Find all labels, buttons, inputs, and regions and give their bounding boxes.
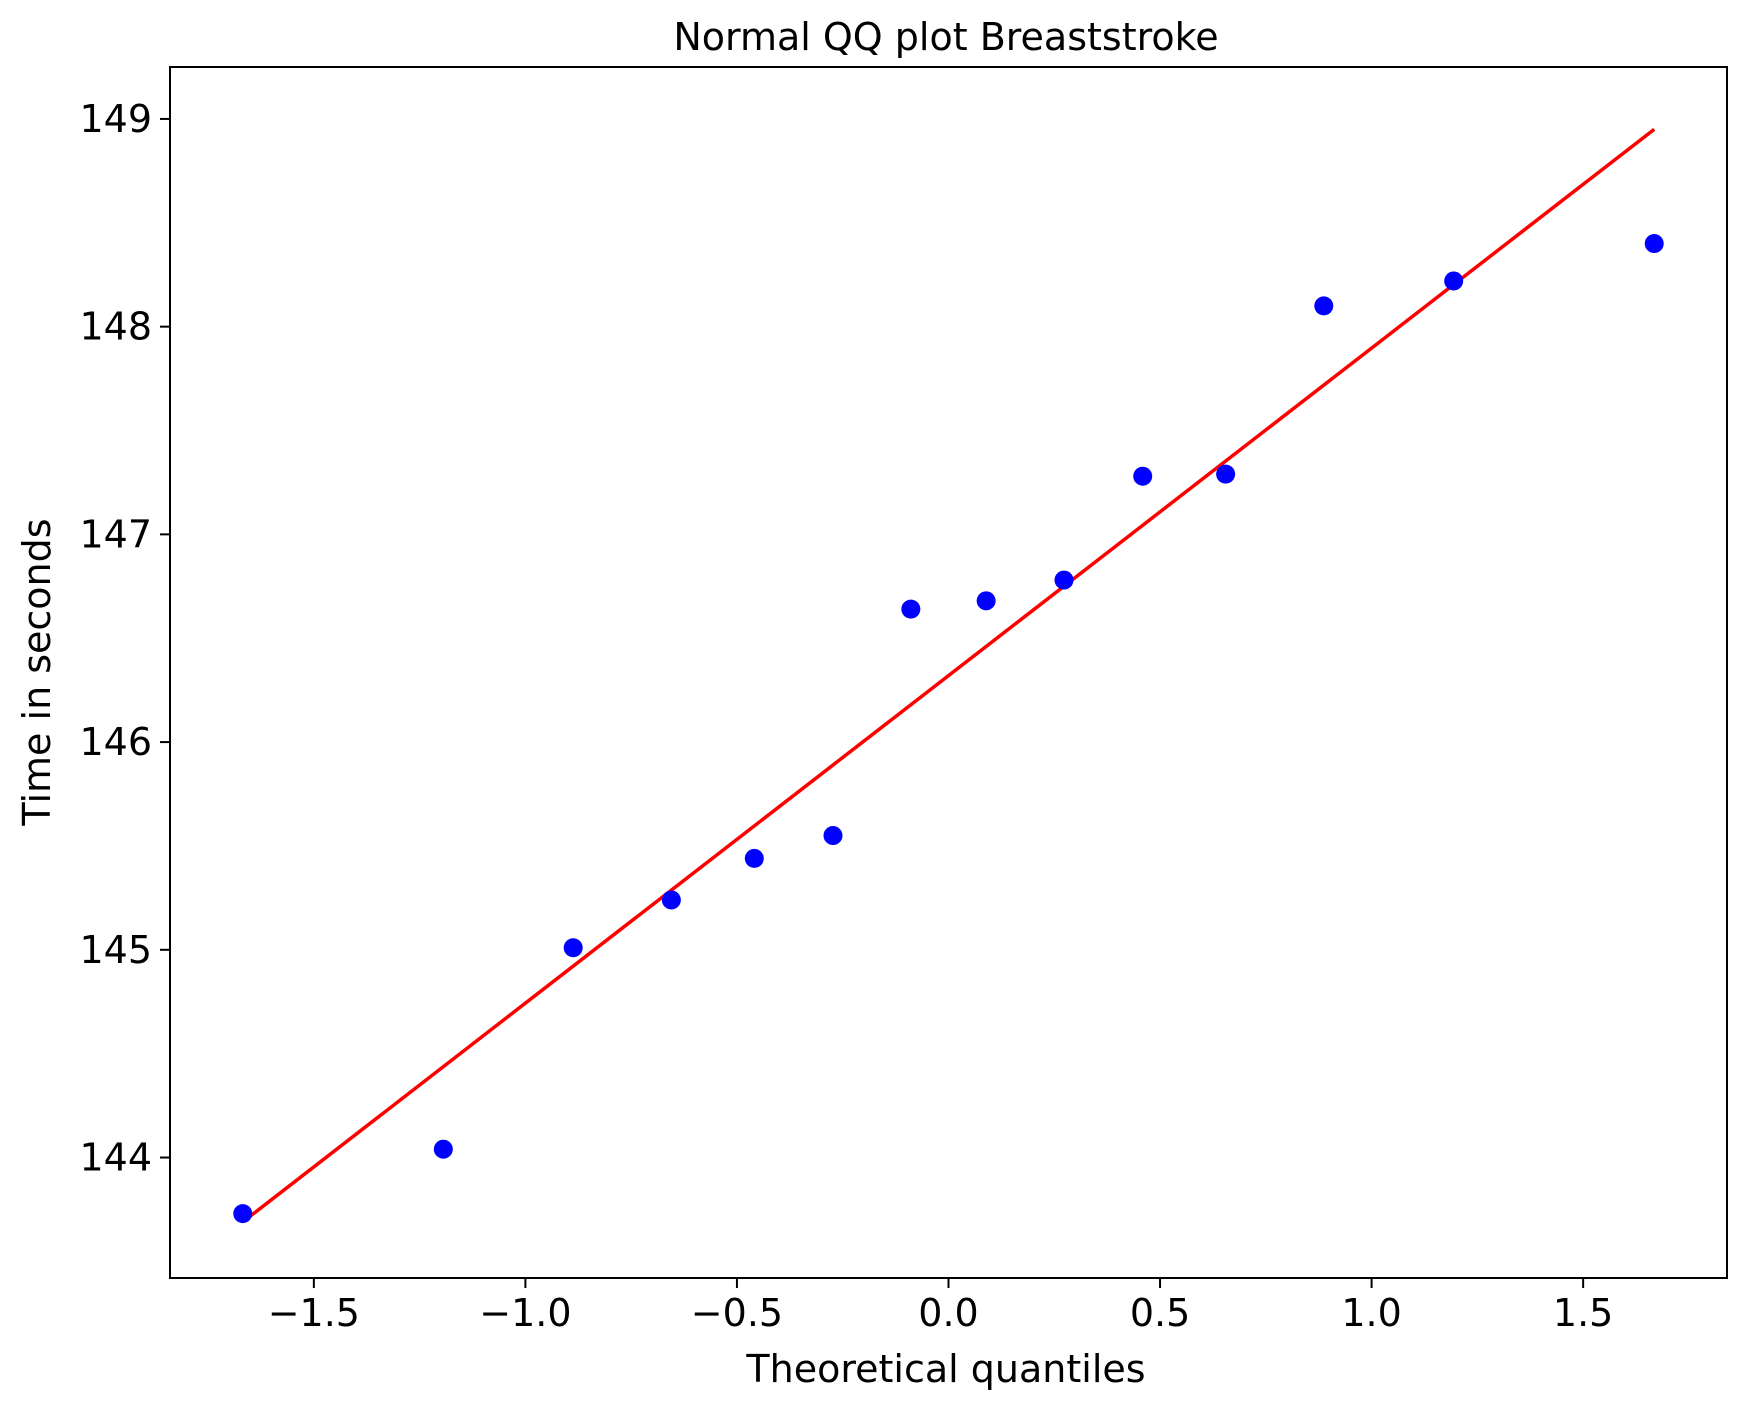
y-tick-label: 146 [79, 720, 152, 764]
x-tick-label: 1.5 [1553, 1291, 1613, 1335]
data-point [1444, 271, 1464, 291]
x-tick-label: 0.5 [1130, 1291, 1190, 1335]
data-point [1644, 234, 1664, 254]
x-tick-label: 0.0 [918, 1291, 978, 1335]
x-tick-label: −1.5 [268, 1291, 360, 1335]
y-axis-label: Time in seconds [15, 518, 59, 826]
reference-line [241, 127, 1656, 1224]
data-point [901, 599, 921, 619]
data-point [823, 826, 843, 846]
data-point [1216, 464, 1236, 484]
chart-title: Normal QQ plot Breaststroke [673, 15, 1218, 59]
data-point [744, 848, 764, 868]
y-tick-label: 148 [79, 305, 152, 349]
x-tick-label: −0.5 [691, 1291, 783, 1335]
y-tick-label: 144 [79, 1136, 152, 1180]
data-point [433, 1139, 453, 1159]
data-point [1133, 466, 1153, 486]
x-axis-label: Theoretical quantiles [745, 1347, 1145, 1391]
data-point [233, 1204, 253, 1224]
data-point [1314, 296, 1334, 316]
x-axis: −1.5 −1.0 −0.5 0.0 0.5 1.0 1.5 [268, 1278, 1613, 1335]
y-tick-label: 147 [79, 512, 152, 556]
data-point [976, 591, 996, 611]
y-axis: 144 145 146 147 148 149 [79, 97, 170, 1180]
x-tick-label: −1.0 [479, 1291, 571, 1335]
x-tick-label: 1.0 [1341, 1291, 1401, 1335]
data-point [563, 938, 583, 958]
y-tick-label: 149 [79, 97, 152, 141]
plot-layer [233, 127, 1664, 1224]
data-point [1054, 570, 1074, 590]
data-point [661, 890, 681, 910]
y-tick-label: 145 [79, 928, 152, 972]
